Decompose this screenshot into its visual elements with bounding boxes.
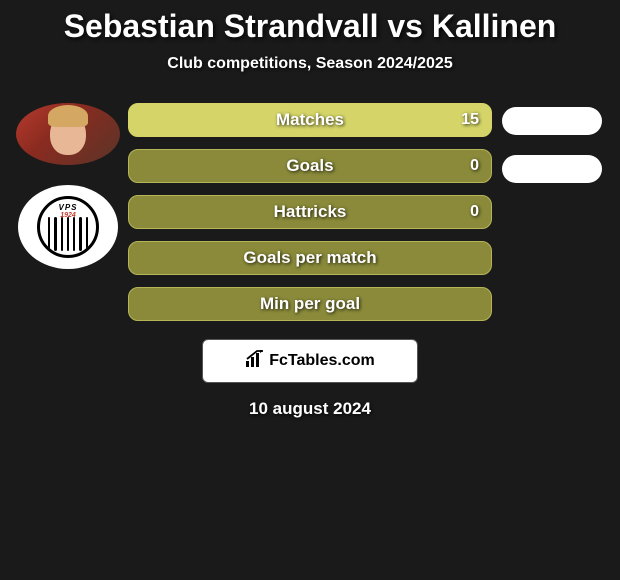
stat-label: Goals per match xyxy=(243,248,376,268)
stat-label: Min per goal xyxy=(260,294,360,314)
club-letters: VPS xyxy=(58,203,77,212)
player-face-icon xyxy=(50,113,86,155)
stat-bar-hattricks: Hattricks 0 xyxy=(128,195,492,229)
comparison-pill xyxy=(502,107,602,135)
stat-label: Goals xyxy=(286,156,333,176)
date-text: 10 august 2024 xyxy=(0,399,620,419)
avatar-column: VPS 1924 xyxy=(8,93,128,269)
chart-icon xyxy=(245,350,265,373)
right-column xyxy=(492,93,612,183)
club-avatar: VPS 1924 xyxy=(18,185,118,269)
stat-bar-min-per-goal: Min per goal xyxy=(128,287,492,321)
stat-bar-matches: Matches 15 xyxy=(128,103,492,137)
page-title: Sebastian Strandvall vs Kallinen xyxy=(0,8,620,45)
stat-value: 0 xyxy=(470,157,479,175)
stat-value: 15 xyxy=(461,111,479,129)
comparison-pill xyxy=(502,155,602,183)
subtitle: Club competitions, Season 2024/2025 xyxy=(0,55,620,73)
content-row: VPS 1924 Matches 15 Goals 0 Hattricks xyxy=(0,93,620,321)
club-badge-icon: VPS 1924 xyxy=(37,196,99,258)
stat-bar-goals-per-match: Goals per match xyxy=(128,241,492,275)
stat-value: 0 xyxy=(470,203,479,221)
stat-label: Hattricks xyxy=(274,202,347,222)
stat-label: Matches xyxy=(276,110,344,130)
player-avatar xyxy=(16,103,120,165)
stats-bars: Matches 15 Goals 0 Hattricks 0 Goals per… xyxy=(128,93,492,321)
brand-badge: FcTables.com xyxy=(202,339,418,383)
stat-bar-goals: Goals 0 xyxy=(128,149,492,183)
brand-text: FcTables.com xyxy=(269,352,375,370)
infographic-container: Sebastian Strandvall vs Kallinen Club co… xyxy=(0,0,620,580)
